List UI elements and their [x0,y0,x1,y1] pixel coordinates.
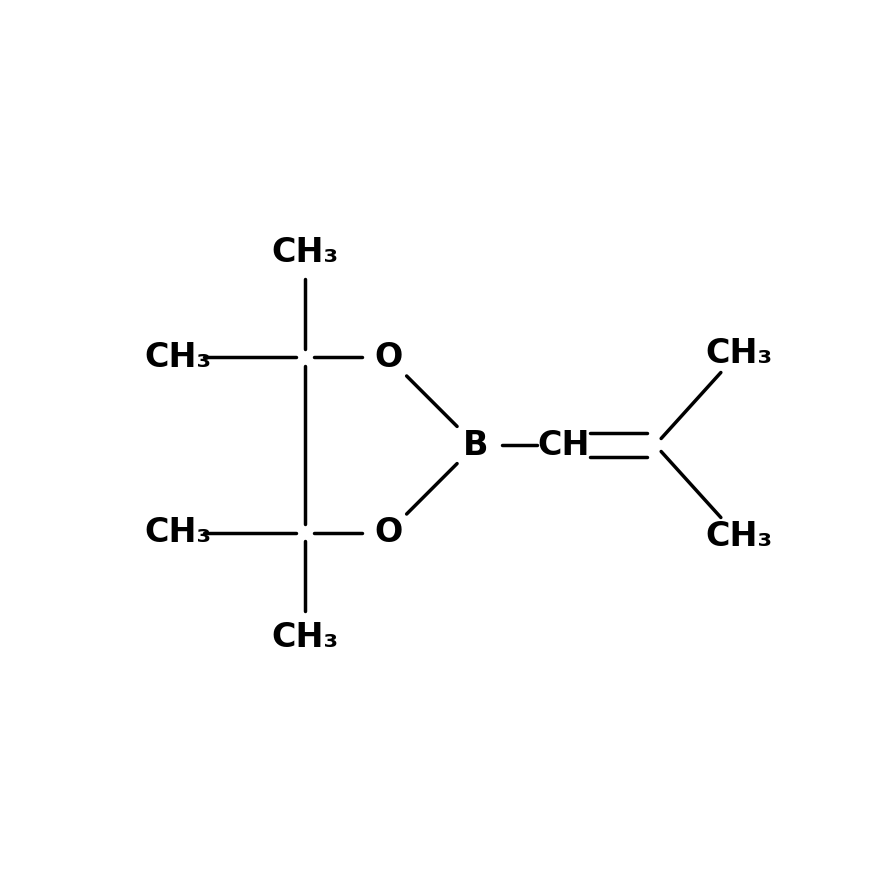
Text: CH₃: CH₃ [144,516,211,549]
Text: B: B [463,428,489,462]
Text: CH: CH [537,428,589,462]
Text: CH₃: CH₃ [144,341,211,374]
Text: CH₃: CH₃ [271,621,338,654]
Text: O: O [374,341,402,374]
Text: O: O [374,516,402,549]
Text: CH₃: CH₃ [705,336,772,369]
Text: CH₃: CH₃ [705,521,772,554]
Text: CH₃: CH₃ [271,236,338,269]
